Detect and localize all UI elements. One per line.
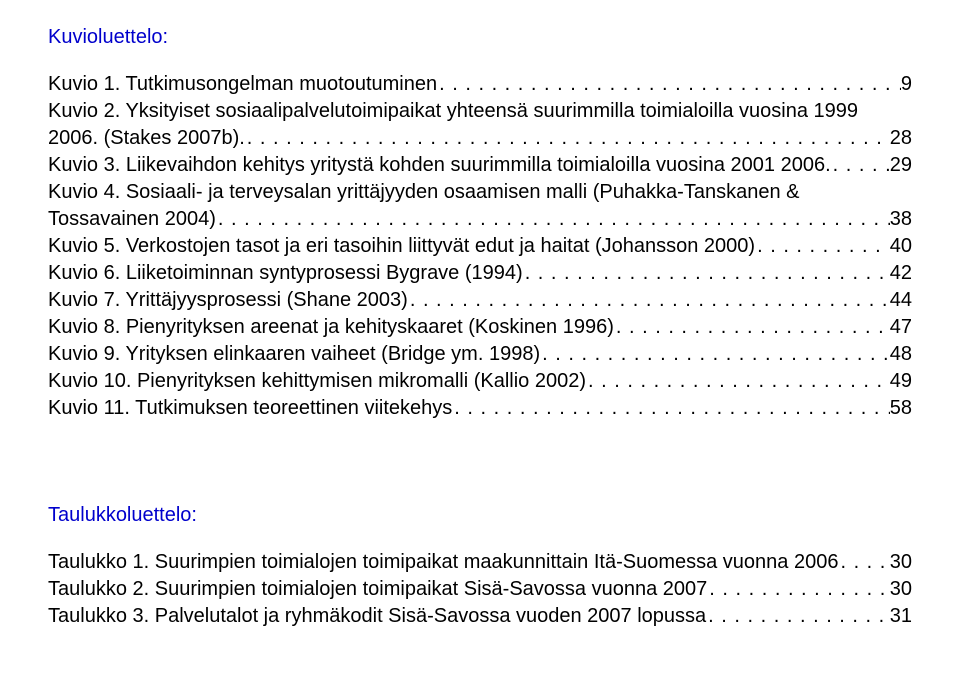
figure-toc-label: Kuvio 1. Tutkimusongelman muotoutuminen — [48, 71, 437, 98]
figures-toc-list: Kuvio 1. Tutkimusongelman muotoutuminen.… — [48, 71, 912, 422]
figure-toc-label: 2006. (Stakes 2007b). — [48, 125, 245, 152]
table-toc-label: Taulukko 1. Suurimpien toimialojen toimi… — [48, 549, 838, 576]
figure-toc-page: 29 — [890, 152, 912, 179]
figure-toc-page: 42 — [890, 260, 912, 287]
dot-leader: . . . . . . . . . . . . . . . . . . . . … — [614, 314, 890, 341]
figure-toc-label: Kuvio 10. Pienyrityksen kehittymisen mik… — [48, 368, 586, 395]
dot-leader: . . . . . . . . . . . . . . . . . . . . … — [540, 341, 890, 368]
section-gap — [48, 462, 912, 502]
figure-toc-label: Kuvio 2. Yksityiset sosiaalipalvelutoimi… — [48, 98, 858, 125]
figure-toc-page: 44 — [890, 287, 912, 314]
table-toc-page: 30 — [890, 576, 912, 603]
tables-heading: Taulukkoluettelo: — [48, 502, 912, 529]
figure-toc-page: 9 — [901, 71, 912, 98]
figure-toc-entry: Tossavainen 2004). . . . . . . . . . . .… — [48, 206, 912, 233]
dot-leader: . . . . . . . . . . . . . . . . . . . . … — [755, 233, 890, 260]
table-toc-page: 31 — [890, 603, 912, 630]
table-toc-entry: Taulukko 2. Suurimpien toimialojen toimi… — [48, 576, 912, 603]
table-toc-label: Taulukko 3. Palvelutalot ja ryhmäkodit S… — [48, 603, 706, 630]
figure-toc-label: Kuvio 8. Pienyrityksen areenat ja kehity… — [48, 314, 614, 341]
figure-toc-page: 49 — [890, 368, 912, 395]
dot-leader: . . . . . . . . . . . . . . . . . . . . … — [831, 152, 890, 179]
figure-toc-entry: Kuvio 3. Liikevaihdon kehitys yritystä k… — [48, 152, 912, 179]
figure-toc-entry: Kuvio 8. Pienyrityksen areenat ja kehity… — [48, 314, 912, 341]
figure-toc-page: 47 — [890, 314, 912, 341]
dot-leader: . . . . . . . . . . . . . . . . . . . . … — [707, 576, 889, 603]
table-toc-entry: Taulukko 1. Suurimpien toimialojen toimi… — [48, 549, 912, 576]
figure-toc-entry: 2006. (Stakes 2007b).. . . . . . . . . .… — [48, 125, 912, 152]
figure-toc-entry: Kuvio 7. Yrittäjyysprosessi (Shane 2003)… — [48, 287, 912, 314]
figure-toc-label: Kuvio 4. Sosiaali- ja terveysalan yrittä… — [48, 179, 799, 206]
figure-toc-label: Kuvio 7. Yrittäjyysprosessi (Shane 2003) — [48, 287, 408, 314]
dot-leader: . . . . . . . . . . . . . . . . . . . . … — [452, 395, 889, 422]
figure-toc-page: 40 — [890, 233, 912, 260]
figures-heading: Kuvioluettelo: — [48, 24, 912, 51]
dot-leader: . . . . . . . . . . . . . . . . . . . . … — [523, 260, 890, 287]
figure-toc-label: Kuvio 9. Yrityksen elinkaaren vaiheet (B… — [48, 341, 540, 368]
document-page: Kuvioluettelo: Kuvio 1. Tutkimusongelman… — [0, 0, 960, 694]
figure-toc-entry: Kuvio 1. Tutkimusongelman muotoutuminen.… — [48, 71, 912, 98]
figure-toc-page: 28 — [890, 125, 912, 152]
figure-toc-page: 48 — [890, 341, 912, 368]
figure-toc-entry: Kuvio 10. Pienyrityksen kehittymisen mik… — [48, 368, 912, 395]
dot-leader: . . . . . . . . . . . . . . . . . . . . … — [408, 287, 890, 314]
figure-toc-entry: Kuvio 11. Tutkimuksen teoreettinen viite… — [48, 395, 912, 422]
figure-toc-page: 58 — [890, 395, 912, 422]
figure-toc-line: Kuvio 2. Yksityiset sosiaalipalvelutoimi… — [48, 98, 912, 125]
table-toc-label: Taulukko 2. Suurimpien toimialojen toimi… — [48, 576, 707, 603]
dot-leader: . . . . . . . . . . . . . . . . . . . . … — [706, 603, 890, 630]
table-toc-entry: Taulukko 3. Palvelutalot ja ryhmäkodit S… — [48, 603, 912, 630]
table-toc-page: 30 — [890, 549, 912, 576]
tables-toc-list: Taulukko 1. Suurimpien toimialojen toimi… — [48, 549, 912, 630]
figure-toc-label: Kuvio 3. Liikevaihdon kehitys yritystä k… — [48, 152, 831, 179]
figure-toc-page: 38 — [890, 206, 912, 233]
figure-toc-entry: Kuvio 5. Verkostojen tasot ja eri tasoih… — [48, 233, 912, 260]
dot-leader: . . . . . . . . . . . . . . . . . . . . … — [245, 125, 890, 152]
dot-leader: . . . . . . . . . . . . . . . . . . . . … — [586, 368, 890, 395]
figure-toc-label: Kuvio 6. Liiketoiminnan syntyprosessi By… — [48, 260, 523, 287]
figure-toc-line: Kuvio 4. Sosiaali- ja terveysalan yrittä… — [48, 179, 912, 206]
figure-toc-entry: Kuvio 9. Yrityksen elinkaaren vaiheet (B… — [48, 341, 912, 368]
figure-toc-entry: Kuvio 6. Liiketoiminnan syntyprosessi By… — [48, 260, 912, 287]
figure-toc-label: Kuvio 5. Verkostojen tasot ja eri tasoih… — [48, 233, 755, 260]
dot-leader: . . . . . . . . . . . . . . . . . . . . … — [838, 549, 889, 576]
figure-toc-label: Tossavainen 2004) — [48, 206, 216, 233]
figure-toc-label: Kuvio 11. Tutkimuksen teoreettinen viite… — [48, 395, 452, 422]
dot-leader: . . . . . . . . . . . . . . . . . . . . … — [437, 71, 901, 98]
dot-leader: . . . . . . . . . . . . . . . . . . . . … — [216, 206, 890, 233]
